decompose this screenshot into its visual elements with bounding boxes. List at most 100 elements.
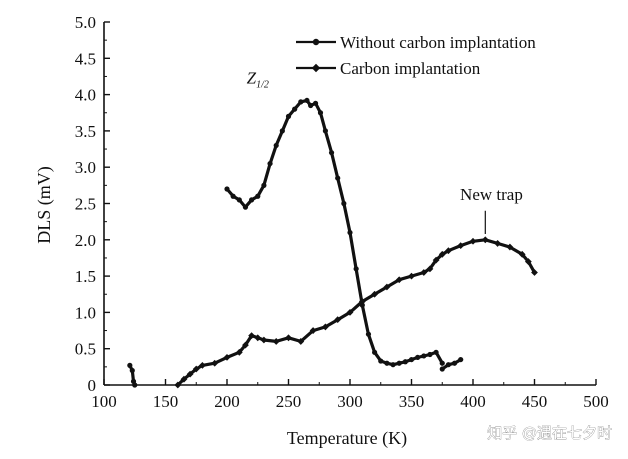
data-point	[427, 351, 433, 358]
data-point	[260, 336, 268, 344]
data-point	[445, 247, 452, 255]
data-point	[279, 128, 285, 134]
data-point	[421, 353, 427, 359]
data-point	[285, 113, 292, 119]
y-tick-label: 1.0	[75, 303, 96, 322]
data-point	[309, 327, 317, 334]
legend-label-without-carbon: Without carbon implantation	[340, 33, 536, 52]
data-point	[308, 102, 314, 109]
data-point	[408, 356, 415, 363]
data-point	[506, 243, 514, 251]
data-point	[335, 175, 341, 181]
legend-marker-carbon	[311, 63, 321, 73]
data-point	[365, 331, 372, 337]
data-point	[445, 362, 451, 368]
data-point	[292, 106, 298, 112]
data-point	[235, 348, 243, 356]
x-tick-label: 400	[460, 392, 486, 411]
data-point	[267, 160, 273, 167]
series-carbon	[174, 236, 538, 389]
y-tick-label: 0.5	[75, 340, 96, 359]
data-point	[174, 381, 182, 389]
data-point	[242, 204, 249, 210]
data-point	[420, 269, 428, 276]
data-point	[129, 367, 135, 374]
data-point	[223, 354, 231, 361]
data-point	[298, 99, 304, 105]
y-tick-label: 5.0	[75, 13, 96, 32]
data-point	[402, 359, 408, 365]
data-point	[432, 256, 440, 264]
watermark: 知乎 @遇在七夕时	[487, 424, 612, 442]
data-point	[518, 250, 526, 258]
data-point	[415, 354, 421, 361]
x-tick-label: 200	[214, 392, 240, 411]
data-point	[395, 276, 403, 284]
data-point	[347, 229, 353, 236]
data-point	[132, 382, 138, 388]
data-point	[285, 334, 292, 342]
x-axis: 100 150 200 250 300 350 400 450 500	[91, 379, 609, 411]
x-tick-label: 350	[399, 392, 425, 411]
y-tick-label: 3.5	[75, 122, 96, 141]
data-point	[439, 360, 445, 366]
x-tick-label: 500	[583, 392, 609, 411]
y-tick-label: 1.5	[75, 267, 96, 286]
data-point	[254, 334, 262, 342]
data-point	[127, 362, 133, 368]
data-point	[346, 309, 354, 316]
data-point	[261, 182, 267, 188]
data-point	[180, 375, 188, 383]
data-point	[433, 349, 439, 355]
z12-annotation-subscript: 1/2	[256, 80, 269, 91]
data-point	[273, 142, 279, 149]
z12-annotation-main: Z	[247, 69, 257, 88]
data-point	[469, 237, 477, 245]
x-tick-label: 150	[153, 392, 179, 411]
data-point	[224, 186, 230, 192]
data-point	[255, 193, 261, 199]
y-tick-label: 2.5	[75, 195, 96, 214]
y-axis: 0 0.5 1.0 1.5 2.0 2.5 3.0 3.5 4.0 4.5 5.0	[75, 13, 110, 395]
data-point	[242, 341, 249, 349]
data-point	[439, 366, 445, 372]
data-point	[328, 150, 335, 156]
data-point	[322, 128, 328, 134]
z12-annotation: Z1/2	[247, 69, 269, 91]
legend: Without carbon implantation Carbon impla…	[296, 33, 536, 78]
annotations: Z1/2 New trap	[247, 69, 523, 234]
y-tick-label: 2.0	[75, 231, 96, 250]
data-point	[524, 258, 532, 265]
data-point	[372, 349, 378, 355]
x-axis-title: Temperature (K)	[287, 428, 407, 449]
data-point	[371, 290, 378, 298]
data-point	[390, 362, 396, 368]
data-point	[341, 200, 347, 207]
data-point	[297, 338, 305, 345]
data-point	[186, 370, 194, 378]
y-tick-label: 0	[88, 376, 97, 395]
data-point	[481, 236, 489, 244]
x-tick-label: 250	[276, 392, 302, 411]
y-axis-title: DLS (mV)	[34, 166, 55, 244]
data-point	[396, 360, 402, 366]
legend-marker-without-carbon	[312, 38, 320, 46]
data-point	[312, 100, 319, 106]
y-tick-label: 4.5	[75, 49, 96, 68]
data-point	[408, 272, 415, 280]
new-trap-annotation: New trap	[460, 185, 523, 204]
data-point	[384, 360, 390, 366]
series-line	[225, 98, 444, 367]
data-point	[230, 193, 236, 199]
data-point	[458, 356, 464, 363]
data-point	[211, 359, 219, 367]
data-point	[317, 110, 324, 116]
series-layer	[127, 97, 538, 389]
y-tick-label: 3.0	[75, 158, 96, 177]
x-tick-label: 450	[522, 392, 548, 411]
data-point	[494, 240, 501, 247]
data-point	[248, 332, 255, 340]
x-tick-label: 100	[91, 392, 117, 411]
series-line	[440, 358, 463, 371]
